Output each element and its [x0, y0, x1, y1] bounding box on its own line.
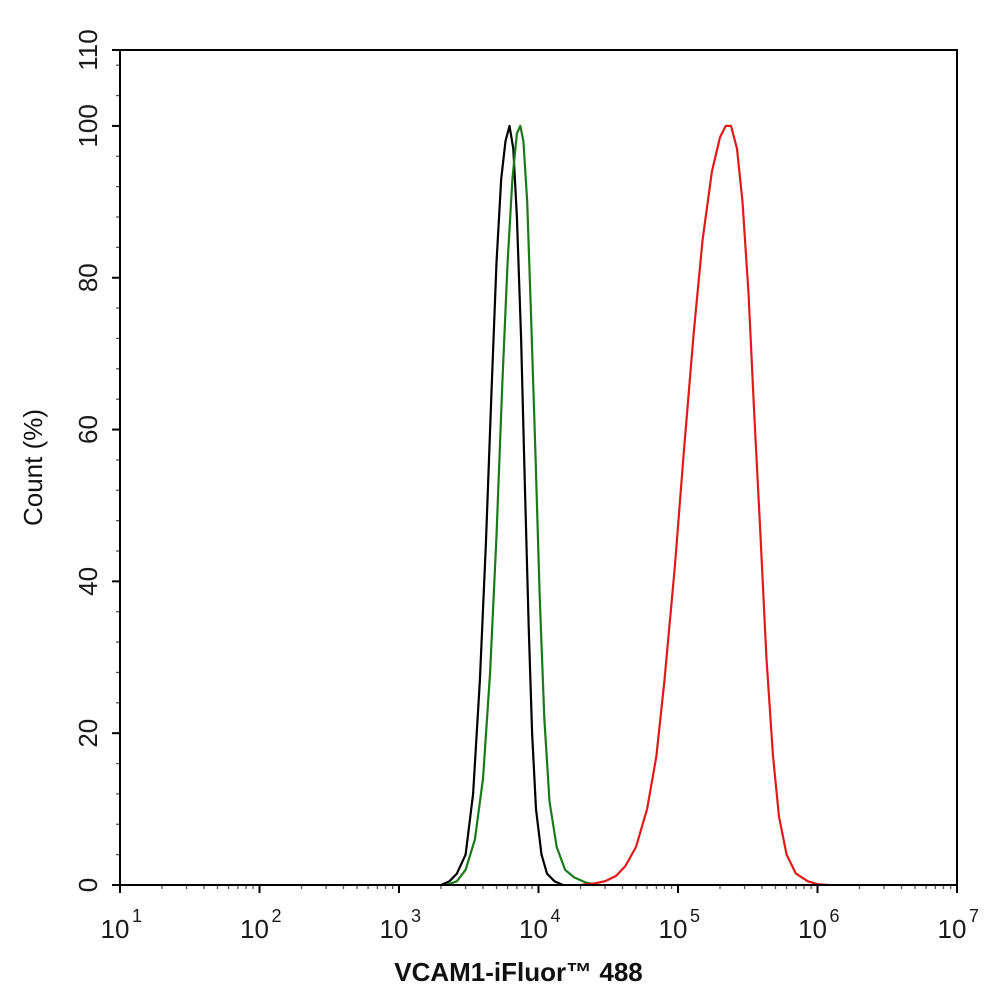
x-tick-label: 10 7: [938, 906, 979, 944]
y-tick-label: 80: [73, 263, 103, 292]
x-tick-label: 10 5: [659, 906, 700, 944]
x-tick-base: 10: [938, 914, 967, 944]
x-tick-exponent: 3: [411, 906, 421, 926]
y-tick-label: 60: [73, 415, 103, 444]
series-layer: [440, 124, 829, 887]
x-tick-labels: 10 1 10 2 10 3 10 4 10 5 10 6 10 7: [101, 906, 979, 944]
x-tick-base: 10: [659, 914, 688, 944]
x-tick-base: 10: [519, 914, 548, 944]
x-tick-exponent: 2: [271, 906, 281, 926]
x-tick-exponent: 1: [132, 906, 142, 926]
x-tick-label: 10 3: [380, 906, 421, 944]
y-tick-label: 0: [73, 878, 103, 892]
x-tick-label: 10 4: [519, 906, 560, 944]
x-tick-exponent: 7: [969, 906, 979, 926]
x-tick-label: 10 2: [240, 906, 281, 944]
x-tick-base: 10: [240, 914, 269, 944]
series-line-2: [446, 124, 599, 887]
x-tick-exponent: 4: [550, 906, 560, 926]
series-line-1: [440, 124, 564, 887]
y-tick-label: 20: [73, 719, 103, 748]
y-tick-label: 110: [73, 29, 103, 70]
x-tick-base: 10: [798, 914, 827, 944]
x-tick-label: 10 6: [798, 906, 839, 944]
x-tick-exponent: 6: [829, 906, 839, 926]
x-tick-base: 10: [380, 914, 409, 944]
x-tick-base: 10: [101, 914, 130, 944]
y-tick-label: 40: [73, 567, 103, 596]
x-tick-label: 10 1: [101, 906, 142, 944]
x-axis-title: VCAM1-iFluor™ 488: [394, 957, 643, 987]
plot-frame: [119, 49, 958, 886]
x-tick-exponent: 5: [690, 906, 700, 926]
y-tick-label: 100: [73, 104, 103, 147]
y-tick-labels: 0 20 40 60 80 100 110: [73, 29, 103, 892]
y-axis-title: Count (%): [18, 409, 48, 526]
series-line-3: [580, 124, 829, 887]
major-ticks: [112, 49, 958, 893]
